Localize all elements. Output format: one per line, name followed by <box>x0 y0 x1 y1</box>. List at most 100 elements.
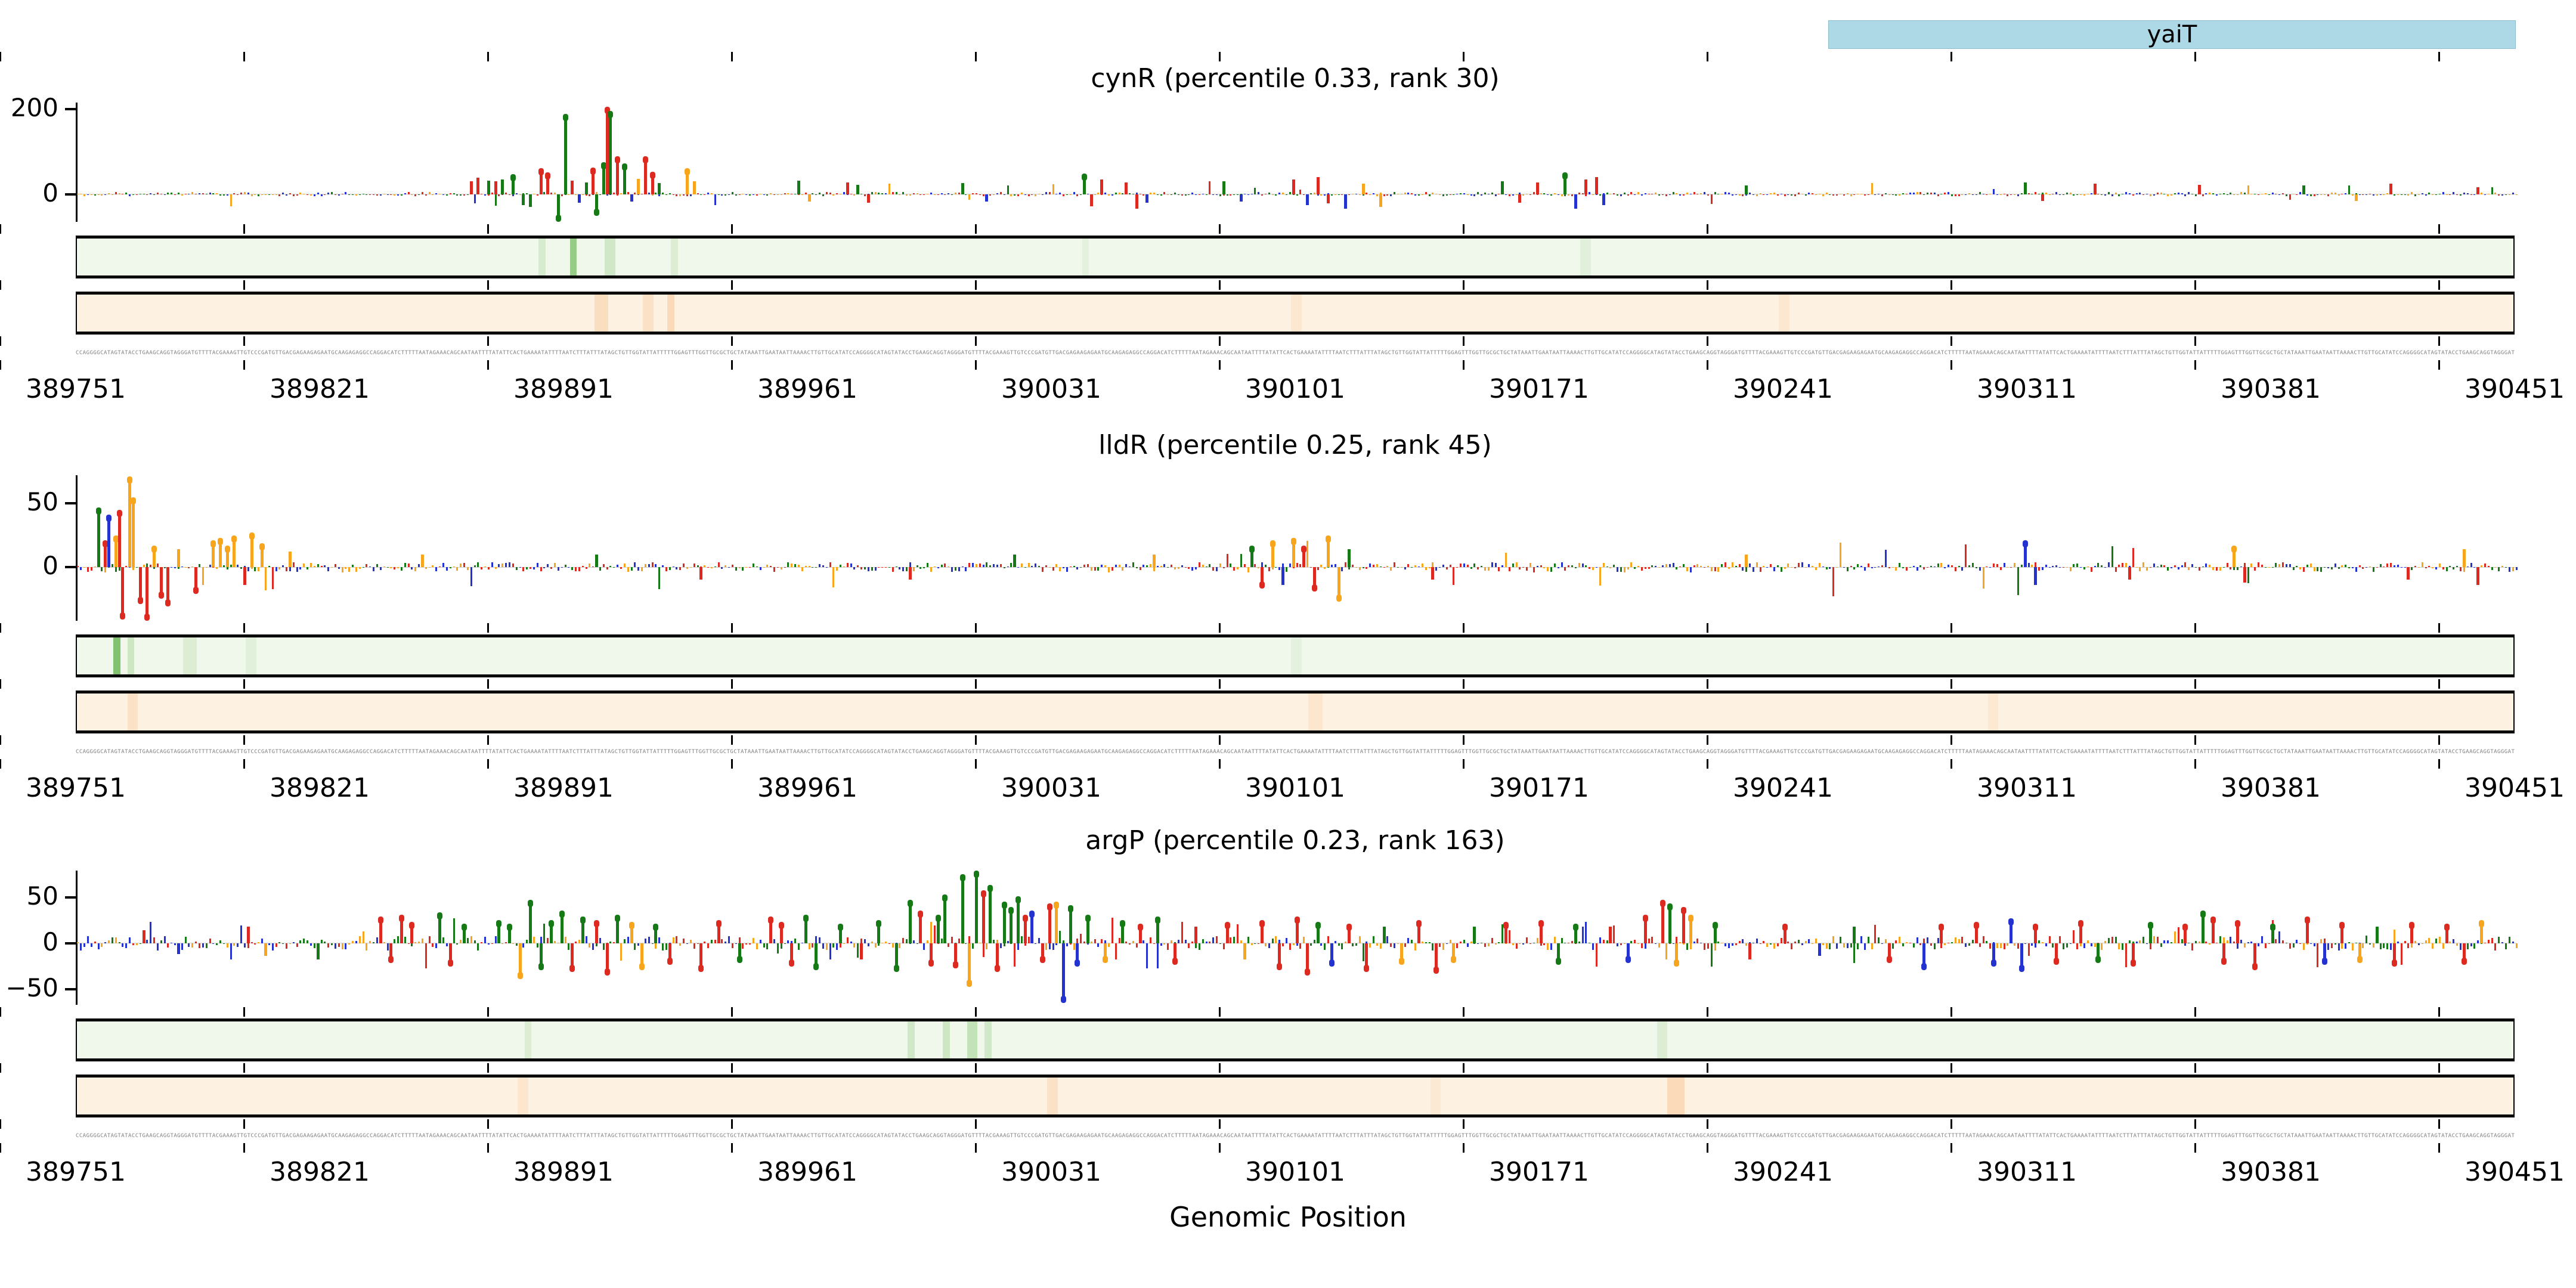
logo-bar-A <box>1041 567 1044 572</box>
logo-bar-G <box>358 936 361 943</box>
logo-bar-A <box>366 564 368 568</box>
gene-bar-yaiT: yaiT <box>1828 20 2516 49</box>
logo-bar-C <box>104 194 107 195</box>
y-tick-label: 200 <box>10 92 58 122</box>
logo-bar-C <box>909 562 911 568</box>
logo-bar-T <box>2379 564 2382 568</box>
logo-bar-C <box>1519 192 1521 194</box>
logo-bar-A <box>679 567 682 571</box>
logo-bar-C <box>1801 562 1803 568</box>
logo-bar-G <box>1505 943 1507 944</box>
logo-bar-A <box>138 567 142 603</box>
x-tick-mark <box>1463 1007 1465 1017</box>
logo-bar-T <box>974 871 978 943</box>
logo-bar-T <box>602 163 605 194</box>
logo-bar-C <box>1212 937 1215 943</box>
logo-bar-T <box>2428 192 2431 194</box>
logo-bar-G <box>1637 943 1640 944</box>
logo-bar-C <box>1749 192 1751 194</box>
logo-bar-G <box>2449 941 2451 943</box>
logo-bar-C <box>1871 567 1873 569</box>
logo-bar-A <box>2386 563 2389 568</box>
logo-bar-A <box>87 567 89 572</box>
logo-bar-A <box>919 912 922 943</box>
logo-bar-C <box>1344 194 1348 209</box>
logo-bar-A <box>425 194 427 196</box>
logo-bar-T <box>2156 566 2159 568</box>
logo-bar-A <box>2362 194 2364 195</box>
logo-bar-G <box>1059 567 1061 572</box>
logo-bar-G <box>689 567 692 568</box>
logo-bar-C <box>2271 192 2274 194</box>
logo-bar-A <box>1919 192 1922 194</box>
logo-bar-C <box>445 567 448 571</box>
x-tick-mark <box>1950 1063 1952 1073</box>
logo-bar-G <box>219 539 222 568</box>
logo-bar-G <box>2209 564 2211 568</box>
logo-bar-C <box>174 567 177 569</box>
logo-bar-G <box>1815 939 1818 943</box>
logo-bar-G <box>1714 943 1716 950</box>
logo-bar-C <box>1143 940 1145 943</box>
logo-bar-A <box>389 943 393 962</box>
logo-bar-C <box>1505 194 1507 195</box>
logo-bar-C <box>470 567 472 587</box>
logo-bar-C <box>1944 567 1946 568</box>
x-tick-mark <box>1707 759 1708 769</box>
logo-bar-A <box>1644 567 1646 569</box>
logo-letter-cap <box>2322 957 2328 965</box>
logo-bar-G <box>2481 565 2483 568</box>
heatmap-column <box>524 1021 532 1058</box>
logo-bar-T <box>916 565 918 568</box>
logo-letter-cap <box>2461 957 2467 965</box>
logo-bar-G <box>916 193 918 194</box>
logo-bar-T <box>2202 566 2204 568</box>
logo-bar-C <box>1494 194 1497 196</box>
logo-bar-C <box>1808 564 1810 568</box>
logo-bar-T <box>1556 943 1560 964</box>
logo-bar-C <box>129 937 131 943</box>
logo-bar-C <box>275 567 277 572</box>
logo-bar-C <box>1104 940 1107 943</box>
logo-bar-A <box>1519 567 1521 569</box>
logo-bar-T <box>1198 943 1200 950</box>
logo-bar-T <box>717 194 720 195</box>
logo-bar-G <box>1512 943 1514 946</box>
logo-bar-A <box>592 168 595 194</box>
logo-letter-cap <box>1416 919 1422 927</box>
logo-bar-G <box>1404 192 1406 194</box>
logo-bar-A <box>1832 567 1835 596</box>
logo-bar-A <box>1366 567 1368 569</box>
logo-bar-T <box>177 567 179 569</box>
logo-bar-A <box>390 194 392 195</box>
logo-bar-G <box>1665 564 1667 568</box>
x-tick-mark <box>2438 360 2440 370</box>
logo-bar-G <box>177 549 180 568</box>
logo-bar-C <box>1860 566 1863 568</box>
logo-bar-A <box>275 943 277 947</box>
logo-bar-G <box>1999 943 2002 948</box>
logo-bar-G <box>2278 564 2281 568</box>
logo-bar-T <box>394 939 396 943</box>
x-tick-label: 390451 <box>2464 374 2565 404</box>
logo-bar-C <box>1184 940 1187 943</box>
logo-bar-T <box>2174 193 2176 194</box>
logo-bar-C <box>1195 567 1197 569</box>
logo-bar-A <box>2243 567 2246 583</box>
logo-bar-G <box>153 546 156 568</box>
logo-bar-C <box>442 562 444 568</box>
logo-bar-A <box>1794 194 1797 196</box>
logo-bar-G <box>832 567 835 588</box>
logo-bar-C <box>324 565 326 568</box>
logo-bar-A <box>547 938 549 943</box>
x-tick-mark <box>2438 1063 2440 1073</box>
logo-bar-A <box>1794 941 1797 943</box>
logo-bar-C <box>2400 566 2402 568</box>
logo-bar-C <box>1073 192 1075 194</box>
logo-bar-G <box>1020 192 1023 194</box>
logo-bar-G <box>1944 943 1946 945</box>
logo-bar-C <box>2470 943 2472 946</box>
logo-bar-A <box>1522 566 1525 568</box>
track-title: lldR (percentile 0.25, rank 45) <box>1098 430 1492 460</box>
logo-bar-G <box>1822 943 1824 946</box>
